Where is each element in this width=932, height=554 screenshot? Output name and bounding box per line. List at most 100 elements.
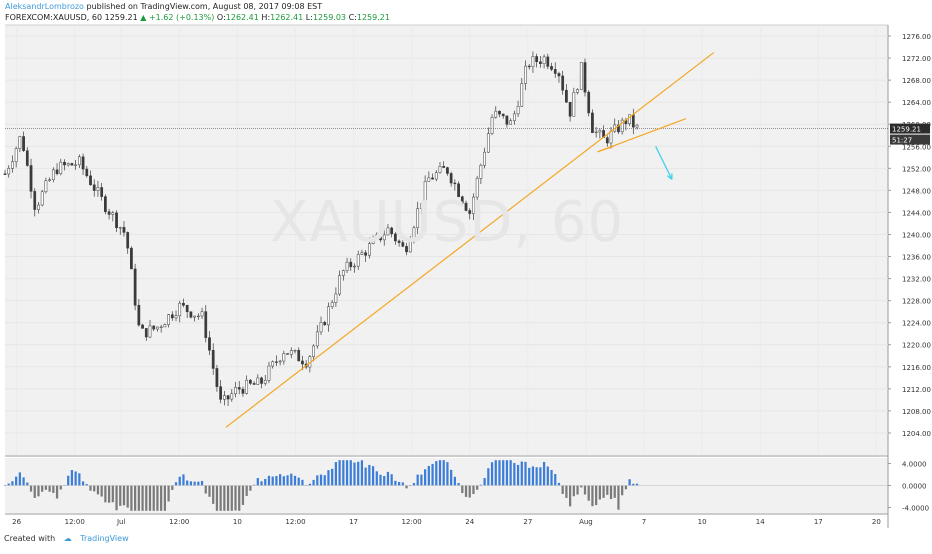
author-link[interactable]: AleksandrLombrozo <box>5 2 84 11</box>
osc-bar <box>621 486 623 496</box>
candle-body <box>350 262 352 267</box>
osc-bar <box>357 462 359 486</box>
candle-body <box>89 176 91 185</box>
candle-body <box>37 205 39 210</box>
osc-bar <box>454 477 456 486</box>
countdown-label: 51:27 <box>892 137 912 145</box>
osc-bar <box>127 486 129 508</box>
osc-bar <box>89 486 91 491</box>
last-price: 1259.21 <box>105 13 138 22</box>
candle-body <box>342 271 344 276</box>
osc-bar <box>391 474 393 485</box>
candle-body <box>357 254 359 266</box>
osc-bar <box>123 486 125 506</box>
osc-bar <box>532 466 534 485</box>
candle-body <box>145 328 147 337</box>
low-label: L: <box>306 13 313 22</box>
candle-body <box>528 66 530 67</box>
osc-bar <box>402 482 404 485</box>
osc-bar <box>45 486 47 490</box>
osc-bar <box>286 475 288 485</box>
candle-body <box>234 387 236 393</box>
candle-body <box>260 378 262 384</box>
osc-bar <box>487 468 489 485</box>
osc-bar <box>75 471 77 485</box>
candle-body <box>502 114 504 116</box>
candle-body <box>48 180 50 181</box>
candle-body <box>130 248 132 269</box>
time-tick-label: Jul <box>116 518 126 526</box>
price-tick-label: 1204.00 <box>902 430 931 438</box>
candle-body <box>312 346 314 357</box>
osc-bar <box>625 486 627 490</box>
osc-bar <box>417 475 419 486</box>
price-tick-label: 1272.00 <box>902 55 931 63</box>
osc-bar <box>260 481 262 485</box>
candle-body <box>599 130 601 132</box>
current-price-label: 1259.21 <box>892 126 921 134</box>
candle-body <box>491 117 493 133</box>
price-tick-label: 1216.00 <box>902 364 931 372</box>
price-tick-label: 1276.00 <box>902 33 931 41</box>
time-tick-label: 12:00 <box>285 518 305 526</box>
time-tick-label: 17 <box>349 518 358 526</box>
osc-tick-label: -4.0000 <box>902 505 929 513</box>
osc-bar <box>249 486 251 491</box>
candle-body <box>60 162 62 174</box>
osc-bar <box>372 466 374 485</box>
candle-body <box>153 326 155 329</box>
candle-body <box>242 389 244 393</box>
candle-body <box>11 162 13 169</box>
osc-bar <box>368 465 370 486</box>
symbol-watermark: XAUUSD, 60 <box>270 190 624 255</box>
candle-body <box>543 57 545 64</box>
candle-body <box>268 366 270 380</box>
time-tick-label: 27 <box>523 518 532 526</box>
osc-bar <box>78 473 80 485</box>
osc-bar <box>264 479 266 486</box>
osc-bar <box>171 486 173 490</box>
osc-bar <box>134 486 136 511</box>
candle-body <box>67 163 69 165</box>
osc-bar <box>201 481 203 486</box>
osc-bar <box>141 486 143 511</box>
osc-bar <box>558 483 560 486</box>
price-tick-label: 1252.00 <box>902 165 931 173</box>
osc-bar <box>394 481 396 486</box>
osc-bar <box>8 484 10 486</box>
candle-body <box>212 350 214 368</box>
osc-bar <box>268 476 270 486</box>
osc-bar <box>104 486 106 503</box>
osc-bar <box>439 460 441 485</box>
candle-body <box>63 162 65 165</box>
up-triangle-icon: ▲ <box>140 13 146 22</box>
candle-body <box>264 380 266 383</box>
candle-body <box>30 166 32 192</box>
tradingview-link[interactable]: TradingView <box>80 534 128 543</box>
candle-body <box>22 136 24 150</box>
candle-body <box>134 269 136 305</box>
price-tick-label: 1264.00 <box>902 99 931 107</box>
candle-body <box>246 380 248 393</box>
osc-bar <box>528 468 530 486</box>
time-tick-label: 10 <box>698 518 707 526</box>
osc-bar <box>193 482 195 486</box>
osc-bar <box>435 461 437 485</box>
osc-tick-label: 4.0000 <box>902 461 927 469</box>
candle-body <box>115 213 117 228</box>
created-with-text: Created with <box>4 534 55 543</box>
candle-body <box>562 76 564 90</box>
candle-body <box>335 294 337 303</box>
candle-body <box>584 63 586 93</box>
candle-body <box>435 173 437 179</box>
osc-bar <box>606 486 608 495</box>
candle-body <box>316 332 318 346</box>
osc-bar <box>431 464 433 486</box>
osc-bar <box>565 486 567 498</box>
osc-bar <box>145 486 147 511</box>
candle-body <box>56 170 58 174</box>
osc-bar <box>138 486 140 511</box>
osc-bar <box>208 486 210 497</box>
osc-bar <box>312 480 314 486</box>
